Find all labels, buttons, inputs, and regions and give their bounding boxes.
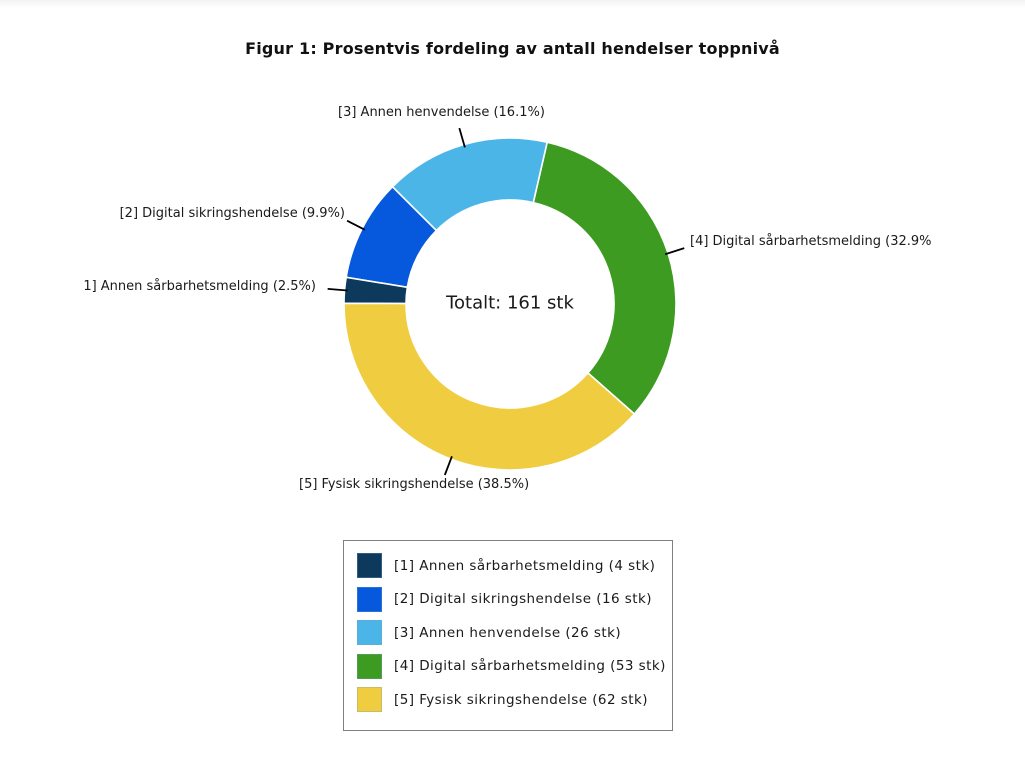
donut-slice-1 — [343, 276, 409, 305]
legend-swatch-1 — [357, 553, 382, 578]
legend-row-5: [5] Fysisk sikringshendelse (62 stk) — [357, 687, 672, 712]
leader-line-4 — [664, 247, 685, 256]
legend-row-2: [2] Digital sikringshendelse (16 stk) — [357, 586, 672, 612]
leader-line-2 — [346, 219, 366, 231]
legend-row-3: [3] Annen henvendelse (26 stk) — [357, 620, 672, 645]
slice-label-2: [2] Digital sikringshendelse (9.9%) — [119, 206, 345, 221]
donut-center-label: Totalt: 161 stk — [446, 292, 574, 314]
legend-label-5: [5] Fysisk sikringshendelse (62 stk) — [394, 691, 648, 708]
legend-swatch-5 — [357, 687, 382, 712]
legend-label-2: [2] Digital sikringshendelse (16 stk) — [394, 591, 653, 607]
slice-label-4: [4] Digital sårbarhetsmelding (32.9% — [690, 234, 932, 249]
leader-line-1 — [327, 287, 348, 292]
chart-legend: [1] Annen sårbarhetsmelding (4 stk) [2] D… — [343, 540, 673, 731]
legend-swatch-3 — [357, 620, 382, 645]
donut-slice-4 — [532, 141, 677, 416]
donut-slice-3 — [391, 137, 549, 232]
legend-swatch-4 — [357, 653, 382, 679]
leader-line-3 — [458, 127, 466, 148]
legend-label-4: [4] Digital sårbarhetsmelding (53 stk) — [394, 658, 666, 674]
slice-label-1: 1] Annen sårbarhetsmelding (2.5%) — [83, 279, 316, 294]
page-top-strip — [0, 0, 1025, 8]
donut-slice-2 — [345, 185, 438, 289]
legend-row-1: [1] Annen sårbarhetsmelding (4 stk) — [357, 553, 672, 578]
slice-label-3: [3] Annen henvendelse (16.1%) — [338, 105, 545, 120]
leader-line-5 — [443, 455, 453, 476]
figure-title: Figur 1: Prosentvis fordeling av antall … — [245, 39, 780, 58]
legend-swatch-2 — [357, 586, 382, 612]
donut-slice-5 — [343, 302, 636, 471]
slice-label-5: [5] Fysisk sikringshendelse (38.5%) — [299, 477, 530, 492]
legend-label-1: [1] Annen sårbarhetsmelding (4 stk) — [394, 557, 656, 574]
legend-label-3: [3] Annen henvendelse (26 stk) — [394, 624, 622, 641]
legend-row-4: [4] Digital sårbarhetsmelding (53 stk) — [357, 653, 672, 679]
